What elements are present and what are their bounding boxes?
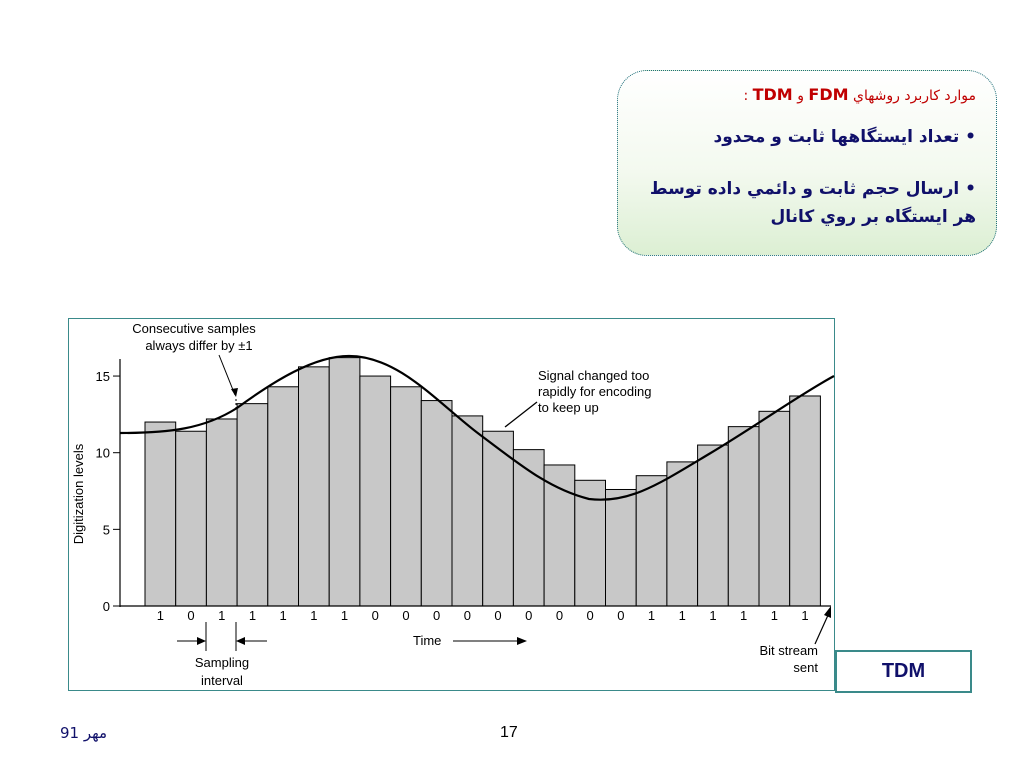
signal-pointer: [504, 401, 538, 428]
tdm-label-box: TDM: [835, 650, 972, 693]
annotation-consecutive-2: always differ by ±1: [145, 338, 252, 353]
bar-13: [543, 464, 576, 607]
bit-label-17: 1: [679, 608, 686, 623]
y-ticks-group: 0 5 10 15: [96, 369, 120, 614]
bit-label-9: 0: [433, 608, 440, 623]
heading-and: و: [797, 88, 804, 104]
heading-fdm: FDM: [808, 85, 849, 104]
callout-heading: موارد كاربرد روشهاي FDM و TDM :: [743, 85, 976, 104]
info-callout: موارد كاربرد روشهاي FDM و TDM : • تعداد …: [617, 70, 997, 256]
y-tick-label-0: 0: [103, 599, 110, 614]
bar-9: [420, 400, 453, 607]
y-axis-label: Digitization levels: [71, 443, 86, 544]
annotation-signal-1: Signal changed too: [538, 368, 649, 383]
bar-0: [144, 421, 177, 607]
bar-6: [328, 357, 361, 607]
bit-label-1: 0: [187, 608, 194, 623]
annotation-consecutive-1: Consecutive samples: [132, 321, 256, 336]
bit-label-10: 0: [464, 608, 471, 623]
bit-label-4: 1: [280, 608, 287, 623]
bar-15: [605, 488, 637, 607]
bar-21: [789, 395, 821, 607]
bit-label-14: 0: [587, 608, 594, 623]
footer-date: مهر 91: [60, 724, 108, 742]
bit-label-3: 1: [249, 608, 256, 623]
bar-18: [697, 444, 729, 607]
bar-20: [758, 410, 791, 607]
bit-label-20: 1: [771, 608, 778, 623]
bar-8: [390, 386, 422, 607]
y-tick-label-5: 5: [103, 522, 110, 537]
y-tick-label-10: 10: [96, 446, 110, 461]
sampling-arrowhead-right: [236, 637, 245, 645]
bit-label-8: 0: [402, 608, 409, 623]
bar-3: [236, 403, 269, 607]
bit-label-15: 0: [617, 608, 624, 623]
heading-colon: :: [743, 88, 749, 104]
bullet-2-line-1: • ارسال حجم ثابت و دائمي داده توسط: [649, 179, 976, 199]
heading-tdm: TDM: [752, 85, 793, 104]
bit-labels-group: 1 0 1 1 1 1 1 0 0 0 0 0 0 0 0 0 1 1 1 1 1 1: [157, 608, 809, 623]
bitstream-label-1: Bit stream: [759, 643, 818, 658]
bitstream-arrowhead: [824, 606, 831, 618]
page-number: 17: [500, 724, 518, 741]
signal-curve: [119, 354, 835, 501]
bar-7: [359, 375, 392, 607]
bar-12: [512, 449, 545, 607]
bit-label-2: 1: [218, 608, 225, 623]
bit-label-5: 1: [310, 608, 317, 623]
bar-11: [482, 430, 514, 607]
bar-1: [175, 430, 207, 607]
bit-label-0: 1: [157, 608, 164, 623]
bullet-1: • تعداد ايستگاهها ثابت و محدود: [713, 127, 976, 147]
sampling-arrowhead-left: [197, 637, 206, 645]
consecutive-arrowhead: [231, 388, 238, 397]
sampling-label-1: Sampling: [195, 655, 249, 670]
bitstream-label-2: sent: [793, 660, 818, 675]
bit-label-6: 1: [341, 608, 348, 623]
annotation-signal-2: rapidly for encoding: [538, 384, 651, 399]
bar-10: [451, 415, 484, 607]
bullet-2-line-2: هر ايستگاه بر روي كانال: [770, 207, 976, 227]
bit-label-13: 0: [556, 608, 563, 623]
y-tick-label-15: 15: [96, 369, 110, 384]
bit-label-18: 1: [709, 608, 716, 623]
bit-label-16: 1: [648, 608, 655, 623]
bitstream-pointer: [814, 612, 830, 645]
bit-label-21: 1: [801, 608, 808, 623]
bar-4: [267, 386, 300, 607]
time-arrowhead: [517, 637, 527, 645]
bar-17: [666, 461, 699, 607]
time-label: Time: [413, 633, 441, 648]
sampling-label-2: interval: [201, 673, 243, 688]
bar-19: [727, 426, 760, 607]
bars-group: [144, 357, 821, 607]
bar-14: [574, 479, 606, 607]
annotation-signal-3: to keep up: [538, 400, 599, 415]
bit-label-7: 0: [372, 608, 379, 623]
bit-label-19: 1: [740, 608, 747, 623]
consecutive-pointer: [218, 354, 236, 396]
bit-label-11: 0: [494, 608, 501, 623]
heading-prefix: موارد كاربرد روشهاي: [853, 88, 976, 104]
bar-2: [205, 418, 238, 607]
bar-5: [298, 366, 330, 607]
bar-16: [635, 475, 668, 607]
bit-label-12: 0: [525, 608, 532, 623]
